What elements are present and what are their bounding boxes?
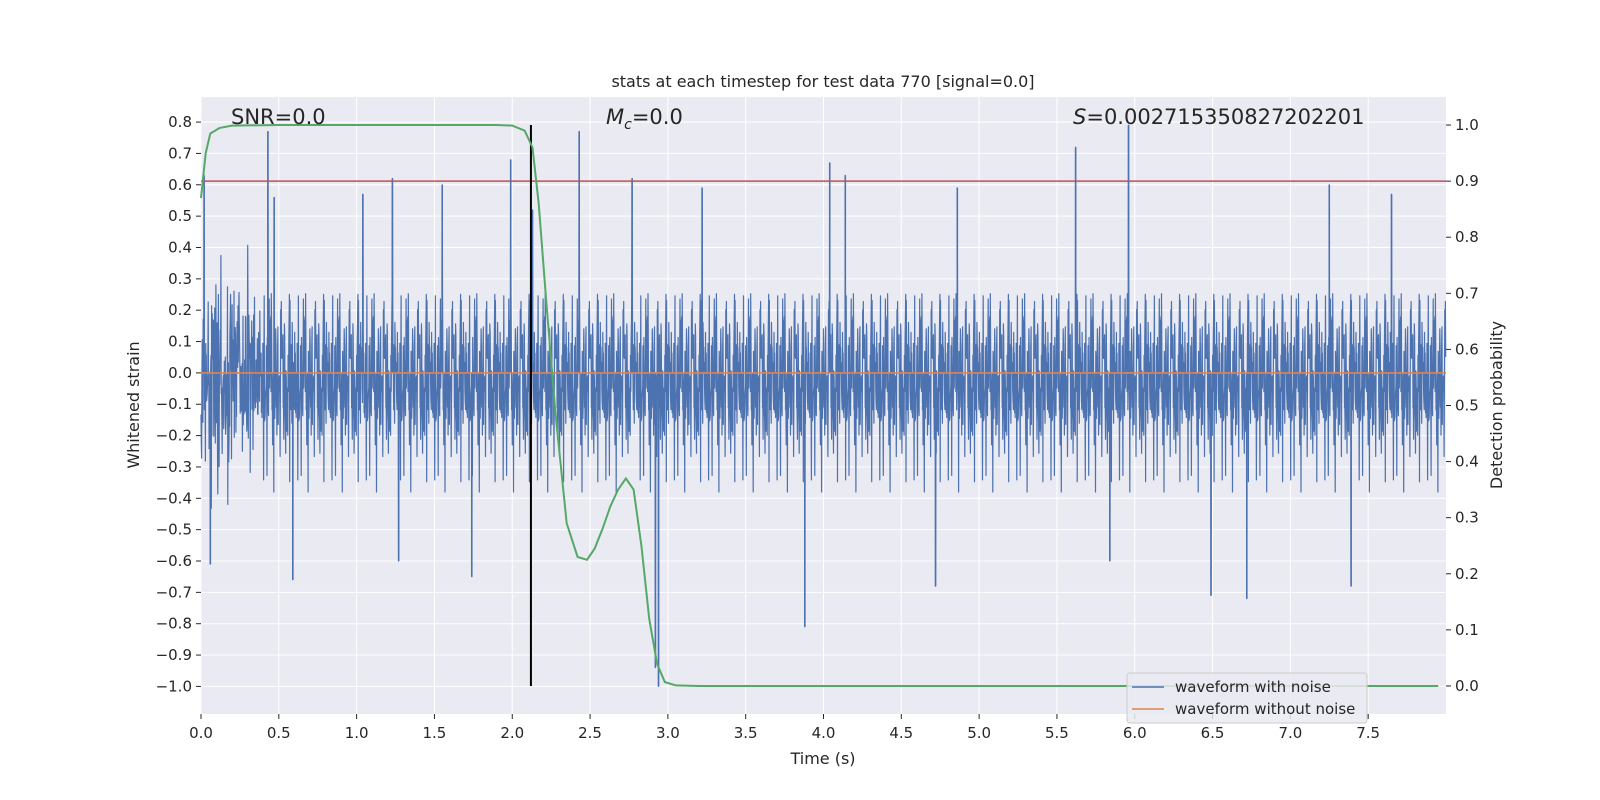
x-tick-label: 0.5	[267, 724, 291, 742]
legend-label-clean: waveform without noise	[1175, 700, 1355, 718]
s-value: =0.002715350827202201	[1086, 105, 1364, 129]
y-tick-label: −1.0	[156, 677, 192, 695]
y-tick-label: 0.5	[168, 207, 192, 225]
x-tick-label: 1.0	[345, 724, 369, 742]
y-tick-label: −0.1	[156, 395, 192, 413]
mc-annotation: Mc=0.0	[606, 105, 683, 133]
mc-value: =0.0	[632, 105, 683, 129]
y2-tick-label: 0.8	[1455, 228, 1479, 246]
x-tick-label: 5.5	[1045, 724, 1069, 742]
y-tick-label: −0.4	[156, 489, 192, 507]
y2-tick-label: 0.4	[1455, 453, 1479, 471]
overlay-lines	[200, 124, 1446, 687]
s-annotation: S=0.002715350827202201	[1073, 105, 1364, 129]
x-tick-label: 3.0	[656, 724, 680, 742]
x-tick-label: 4.0	[812, 724, 836, 742]
y2-tick-label: 0.3	[1455, 509, 1479, 527]
y-tick-label: −0.7	[156, 583, 192, 601]
y2-tick-label: 0.9	[1455, 172, 1479, 190]
chart-title: stats at each timestep for test data 770…	[611, 72, 1034, 91]
x-tick-label: 1.5	[423, 724, 447, 742]
y-tick-label: 0.1	[168, 333, 192, 351]
y-axis-label: Whitened strain	[124, 341, 143, 468]
x-tick-label: 7.5	[1356, 724, 1380, 742]
x-tick-label: 6.0	[1123, 724, 1147, 742]
y-tick-label: 0.0	[168, 364, 192, 382]
mc-symbol: M	[606, 105, 624, 129]
legend-label-noise: waveform with noise	[1175, 678, 1331, 696]
y-tick-label: −0.2	[156, 427, 192, 445]
y2-tick-label: 0.1	[1455, 621, 1479, 639]
y2-tick-label: 0.6	[1455, 340, 1479, 358]
y-tick-label: 0.4	[168, 238, 192, 256]
x-tick-label: 0.0	[189, 724, 213, 742]
y-tick-label: −0.6	[156, 552, 192, 570]
legend-box	[1126, 672, 1368, 724]
x-tick-label: 2.5	[578, 724, 602, 742]
y-tick-label: 0.6	[168, 176, 192, 194]
x-axis-label: Time (s)	[789, 749, 855, 768]
detection-probability-line	[200, 124, 1439, 687]
legend: waveform with noise waveform without noi…	[1126, 672, 1368, 724]
y-tick-label: −0.8	[156, 615, 192, 633]
y-tick-label: −0.9	[156, 646, 192, 664]
y2-axis-label: Detection probability	[1487, 321, 1506, 489]
mc-subscript: c	[624, 117, 632, 133]
y-tick-label: 0.8	[168, 113, 192, 131]
x-tick-label: 7.0	[1278, 724, 1302, 742]
y-tick-label: 0.2	[168, 301, 192, 319]
snr-annotation: SNR=0.0	[231, 105, 326, 129]
s-symbol: S	[1073, 105, 1086, 129]
x-tick-label: 2.0	[500, 724, 524, 742]
x-tick-label: 3.5	[734, 724, 758, 742]
x-tick-label: 6.5	[1201, 724, 1225, 742]
series-waveform-with-noise	[200, 124, 1447, 687]
y2-tick-label: 1.0	[1455, 116, 1479, 134]
y-tick-label: −0.5	[156, 521, 192, 539]
y-tick-label: 0.3	[168, 270, 192, 288]
axes: 0.0 0.5 1.0 1.5 2.0 2.5 3.0 3.5 4.0 4.5 5.0 5.5 6.0 6…	[156, 113, 1479, 742]
x-tick-label: 5.0	[967, 724, 991, 742]
y-tick-label: −0.3	[156, 458, 192, 476]
y-tick-label: 0.7	[168, 144, 192, 162]
y2-tick-label: 0.5	[1455, 397, 1479, 415]
y2-tick-label: 0.2	[1455, 565, 1479, 583]
y2-tick-label: 0.7	[1455, 284, 1479, 302]
y2-tick-label: 0.0	[1455, 677, 1479, 695]
x-tick-label: 4.5	[889, 724, 913, 742]
waveform-with-noise-line	[200, 124, 1447, 687]
